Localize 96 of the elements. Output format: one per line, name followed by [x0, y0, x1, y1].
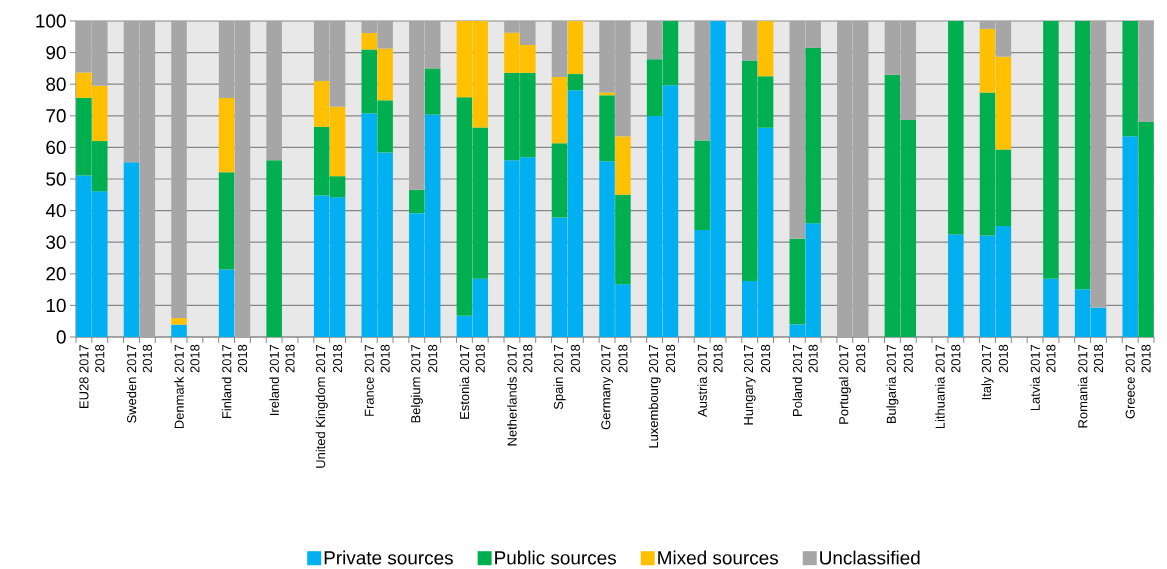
x-tick-label: 2018 — [475, 344, 485, 373]
x-tick-label: 2018 — [1093, 344, 1104, 373]
bar — [805, 47, 821, 224]
bar — [615, 136, 631, 195]
x-tick-label: Sweden 2017 — [126, 344, 137, 423]
x-tick-label: Denmark 2017 — [174, 344, 184, 429]
y-tick-label: 40 — [45, 203, 66, 218]
x-tick-label: 2018 — [1141, 344, 1151, 373]
bar — [646, 21, 663, 60]
legend-label: Mixed sources — [658, 550, 779, 565]
x-tick-label: 2018 — [428, 344, 438, 373]
x-tick-label: 2018 — [903, 344, 913, 373]
bar — [171, 318, 187, 325]
bar — [123, 162, 140, 337]
y-tick-label: 50 — [46, 172, 66, 186]
bar — [789, 238, 806, 325]
x-tick-label: 2018 — [570, 344, 580, 373]
bar — [567, 74, 584, 91]
bar — [424, 68, 441, 115]
bar — [694, 140, 710, 230]
bar — [567, 21, 584, 75]
y-tick-label: 0 — [56, 330, 66, 344]
bar — [694, 21, 710, 141]
bar — [1122, 136, 1138, 337]
x-tick-label: Greece 2017 — [1125, 344, 1135, 419]
x-tick-label: 2018 — [380, 344, 390, 373]
x-tick-label: 2018 — [713, 344, 723, 373]
x-tick-label: Finland 2017 — [221, 344, 232, 419]
bar — [1090, 21, 1107, 308]
x-tick-label: 2018 — [761, 344, 771, 373]
x-tick-label: 2018 — [523, 344, 533, 373]
x-tick-label: Portugal 2017 — [838, 344, 851, 424]
bar — [218, 98, 235, 173]
x-tick-label: France 2017 — [364, 344, 374, 416]
legend-label: Public sources — [495, 550, 616, 565]
y-tick-label: 60 — [46, 140, 66, 155]
x-tick-label: 2018 — [190, 344, 200, 373]
x-tick-label: Germany 2017 — [601, 344, 613, 430]
x-tick-label: Romania 2017 — [1077, 344, 1088, 428]
x-tick-label: Bulgaria 2017 — [886, 344, 899, 424]
y-tick-label: 80 — [46, 77, 66, 91]
x-tick-label: 2018 — [951, 344, 961, 373]
x-tick-label: 2018 — [142, 344, 152, 373]
legend-label: Private sources — [324, 550, 453, 565]
bar — [1043, 278, 1059, 337]
x-tick-label: Lithuania 2017 — [935, 344, 945, 429]
x-tick-label: Ireland 2017 — [269, 344, 279, 416]
bar — [171, 21, 187, 319]
x-tick-label: Luxembourg 2017 — [648, 344, 661, 448]
x-tick-label: 2018 — [856, 344, 866, 373]
x-tick-label: 2018 — [1046, 344, 1056, 373]
x-tick-label: Poland 2017 — [792, 344, 803, 416]
bar — [266, 21, 282, 161]
x-tick-label: 2018 — [95, 344, 105, 373]
bar — [757, 21, 774, 77]
bar — [551, 143, 568, 218]
x-tick-label: 2018 — [998, 344, 1008, 373]
bar — [741, 21, 758, 61]
x-tick-label: United Kingdom 2017 — [315, 344, 328, 468]
y-tick-label: 10 — [46, 298, 66, 313]
x-tick-label: 2018 — [618, 344, 628, 373]
x-tick-label: 2018 — [665, 344, 676, 373]
x-tick-label: Hungary 2017 — [743, 344, 756, 425]
x-tick-label: 2018 — [332, 344, 343, 373]
x-tick-label: 2018 — [808, 344, 818, 373]
y-tick-label: 90 — [46, 45, 66, 60]
bar — [1074, 21, 1091, 290]
bar — [551, 21, 568, 77]
x-tick-label: Belgium 2017 — [410, 344, 423, 423]
x-tick-label: Austria 2017 — [697, 344, 707, 417]
x-tick-label: 2018 — [285, 344, 295, 373]
bar — [171, 324, 187, 337]
bar — [218, 172, 235, 270]
bar — [551, 76, 568, 144]
x-tick-label: Italy 2017 — [981, 344, 994, 400]
y-tick-label: 70 — [46, 109, 66, 123]
legend-label: Unclassified — [820, 550, 920, 565]
bar — [615, 194, 631, 285]
x-tick-label: Netherlands 2017 — [507, 344, 517, 446]
bar — [599, 95, 615, 162]
y-tick-label: 20 — [46, 267, 66, 281]
bar — [948, 21, 964, 235]
x-tick-label: Spain 2017 — [553, 344, 566, 410]
x-tick-label: EU28 2017 — [79, 344, 89, 408]
bar — [409, 189, 425, 214]
bar — [1043, 21, 1059, 279]
bar — [948, 234, 964, 337]
y-tick-label: 100 — [36, 14, 66, 28]
y-tick-label: 30 — [46, 235, 66, 249]
bar — [599, 92, 615, 96]
bar — [218, 269, 235, 337]
bar — [1138, 21, 1154, 123]
x-tick-label: Latvia 2017 — [1030, 344, 1040, 411]
x-tick-label: 2018 — [237, 344, 248, 373]
bar — [266, 160, 282, 337]
x-tick-label: Estonia 2017 — [459, 344, 470, 419]
